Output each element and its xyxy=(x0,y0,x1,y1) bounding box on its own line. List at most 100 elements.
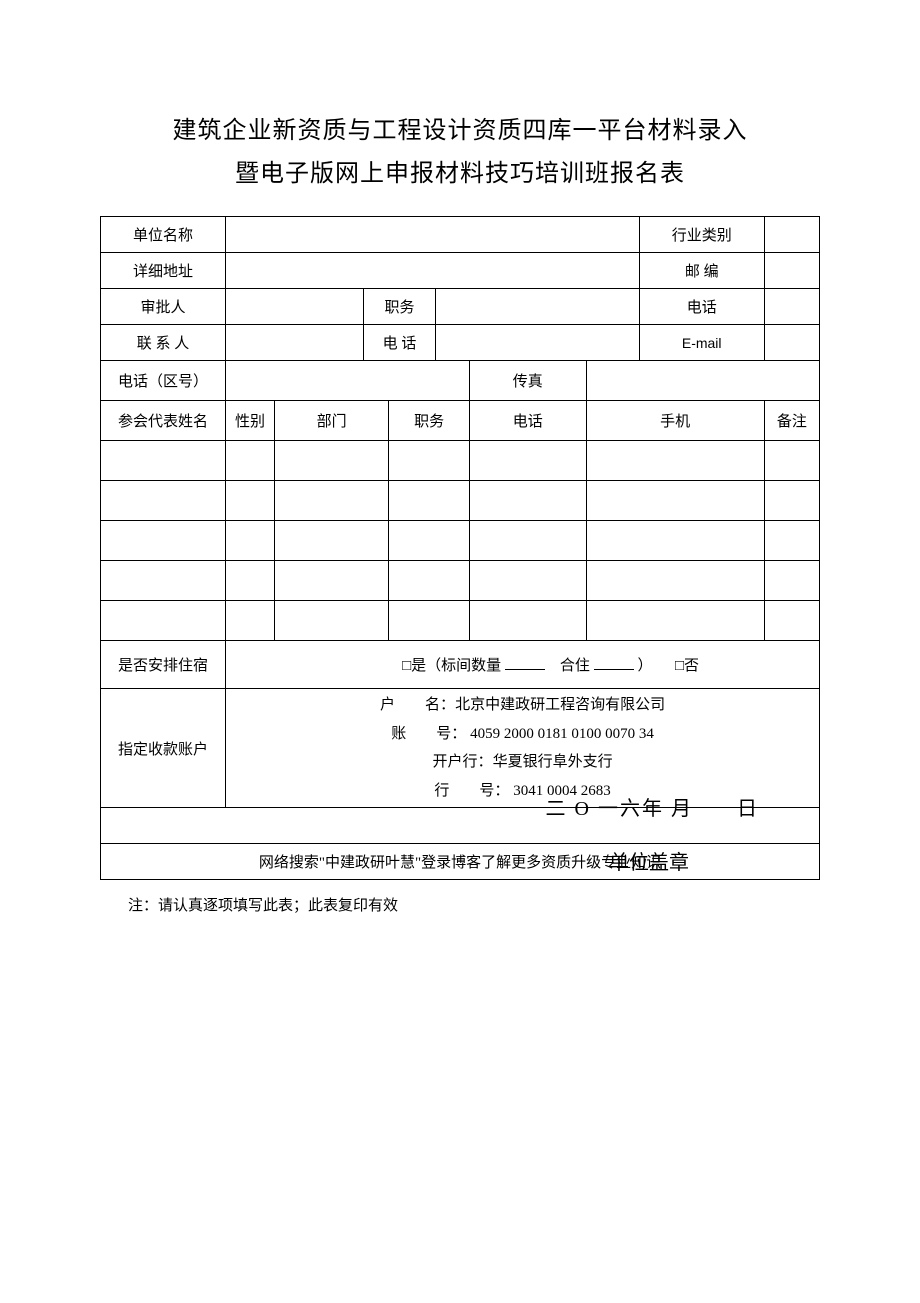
label-mobile: 手机 xyxy=(586,401,764,441)
field-d1-name[interactable] xyxy=(101,441,226,481)
acct-no-val: 4059 2000 0181 0100 0070 34 xyxy=(466,726,654,742)
acct-name-lbl: 户 名： xyxy=(380,697,455,713)
label-position: 职务 xyxy=(363,289,435,325)
field-d2-name[interactable] xyxy=(101,481,226,521)
field-d4-name[interactable] xyxy=(101,561,226,601)
field-d2-remark[interactable] xyxy=(764,481,819,521)
row-contact: 联 系 人 电 话 E-mail xyxy=(101,325,820,361)
lodging-suffix: ） xyxy=(637,658,652,674)
row-areacode: 电话（区号） 传真 xyxy=(101,361,820,401)
field-d4-duty[interactable] xyxy=(389,561,470,601)
field-approver[interactable] xyxy=(226,289,364,325)
field-d3-remark[interactable] xyxy=(764,521,819,561)
field-unit-name[interactable] xyxy=(226,217,640,253)
date-label: 二 O 一六年 月 日 xyxy=(546,792,759,821)
acct-no-line: 账 号： 4059 2000 0181 0100 0070 34 xyxy=(230,720,815,749)
row-stamp: 单位盖章 二 O 一六年 月 日 xyxy=(101,808,820,844)
label-lodging: 是否安排住宿 xyxy=(101,641,226,689)
field-d5-tel[interactable] xyxy=(469,601,586,641)
label-industry: 行业类别 xyxy=(639,217,764,253)
bank-code-lbl: 行 号： xyxy=(434,783,509,799)
lodging-no: □否 xyxy=(675,658,699,674)
field-d5-duty[interactable] xyxy=(389,601,470,641)
lodging-share-blank[interactable] xyxy=(594,655,634,670)
stamp-area: 单位盖章 二 O 一六年 月 日 xyxy=(101,808,820,844)
field-d4-mobile[interactable] xyxy=(586,561,764,601)
row-delegate-header: 参会代表姓名 性别 部门 职务 电话 手机 备注 xyxy=(101,401,820,441)
acct-name-line: 户 名：北京中建政研工程咨询有限公司 xyxy=(230,691,815,720)
field-d2-mobile[interactable] xyxy=(586,481,764,521)
label-dept: 部门 xyxy=(274,401,389,441)
field-d4-gender[interactable] xyxy=(226,561,275,601)
field-d3-gender[interactable] xyxy=(226,521,275,561)
delegate-row-5 xyxy=(101,601,820,641)
field-d1-tel[interactable] xyxy=(469,441,586,481)
title-line-2: 暨电子版网上申报材料技巧培训班报名表 xyxy=(100,153,820,196)
row-approver: 审批人 职务 电话 xyxy=(101,289,820,325)
label-address: 详细地址 xyxy=(101,253,226,289)
field-d3-mobile[interactable] xyxy=(586,521,764,561)
field-d2-gender[interactable] xyxy=(226,481,275,521)
label-account: 指定收款账户 xyxy=(101,689,226,808)
field-tel[interactable] xyxy=(436,325,640,361)
field-d4-remark[interactable] xyxy=(764,561,819,601)
row-blog: 网络搜索"中建政研叶慧"登录博客了解更多资质升级专业知识 xyxy=(101,844,820,880)
field-contact[interactable] xyxy=(226,325,364,361)
delegate-row-1 xyxy=(101,441,820,481)
field-d3-dept[interactable] xyxy=(274,521,389,561)
field-d2-dept[interactable] xyxy=(274,481,389,521)
field-d5-name[interactable] xyxy=(101,601,226,641)
field-d5-remark[interactable] xyxy=(764,601,819,641)
field-d1-gender[interactable] xyxy=(226,441,275,481)
field-fax[interactable] xyxy=(586,361,819,401)
field-d5-dept[interactable] xyxy=(274,601,389,641)
field-postcode[interactable] xyxy=(764,253,819,289)
field-email[interactable] xyxy=(764,325,819,361)
field-d2-duty[interactable] xyxy=(389,481,470,521)
label-unit-name: 单位名称 xyxy=(101,217,226,253)
lodging-rooms-blank[interactable] xyxy=(505,655,545,670)
delegate-row-3 xyxy=(101,521,820,561)
field-d3-duty[interactable] xyxy=(389,521,470,561)
page-container: 建筑企业新资质与工程设计资质四库一平台材料录入 暨电子版网上申报材料技巧培训班报… xyxy=(0,0,920,915)
field-lodging[interactable]: □是（标间数量 合住 ） □否 xyxy=(226,641,820,689)
field-d1-duty[interactable] xyxy=(389,441,470,481)
field-phone[interactable] xyxy=(764,289,819,325)
field-d1-mobile[interactable] xyxy=(586,441,764,481)
field-address[interactable] xyxy=(226,253,640,289)
field-d5-gender[interactable] xyxy=(226,601,275,641)
acct-no-lbl: 账 号： xyxy=(391,726,466,742)
label-contact: 联 系 人 xyxy=(101,325,226,361)
blog-note: 网络搜索"中建政研叶慧"登录博客了解更多资质升级专业知识 xyxy=(101,844,820,880)
lodging-yes-prefix: □是（标间数量 xyxy=(402,658,501,674)
field-position[interactable] xyxy=(436,289,640,325)
field-d2-tel[interactable] xyxy=(469,481,586,521)
registration-form-table: 单位名称 行业类别 详细地址 邮 编 审批人 职务 电话 联 系 人 电 话 E… xyxy=(100,216,820,880)
label-email: E-mail xyxy=(639,325,764,361)
label-tel2: 电话 xyxy=(469,401,586,441)
row-unit: 单位名称 行业类别 xyxy=(101,217,820,253)
label-phone: 电话 xyxy=(639,289,764,325)
field-d4-dept[interactable] xyxy=(274,561,389,601)
label-fax: 传真 xyxy=(469,361,586,401)
stamp-label: 单位盖章 xyxy=(609,846,689,875)
field-industry[interactable] xyxy=(764,217,819,253)
field-d4-tel[interactable] xyxy=(469,561,586,601)
bank-line: 开户行：华夏银行阜外支行 xyxy=(230,748,815,777)
label-tel: 电 话 xyxy=(363,325,435,361)
label-approver: 审批人 xyxy=(101,289,226,325)
label-postcode: 邮 编 xyxy=(639,253,764,289)
field-d1-dept[interactable] xyxy=(274,441,389,481)
field-d1-remark[interactable] xyxy=(764,441,819,481)
delegate-row-4 xyxy=(101,561,820,601)
label-remark: 备注 xyxy=(764,401,819,441)
field-d3-tel[interactable] xyxy=(469,521,586,561)
account-info: 户 名：北京中建政研工程咨询有限公司 账 号： 4059 2000 0181 0… xyxy=(226,689,820,808)
bank-lbl: 开户行： xyxy=(433,754,493,770)
lodging-mid: 合住 xyxy=(560,658,590,674)
field-d5-mobile[interactable] xyxy=(586,601,764,641)
bank-val: 华夏银行阜外支行 xyxy=(493,754,613,770)
field-d3-name[interactable] xyxy=(101,521,226,561)
title-line-1: 建筑企业新资质与工程设计资质四库一平台材料录入 xyxy=(100,110,820,153)
field-area-code[interactable] xyxy=(226,361,470,401)
